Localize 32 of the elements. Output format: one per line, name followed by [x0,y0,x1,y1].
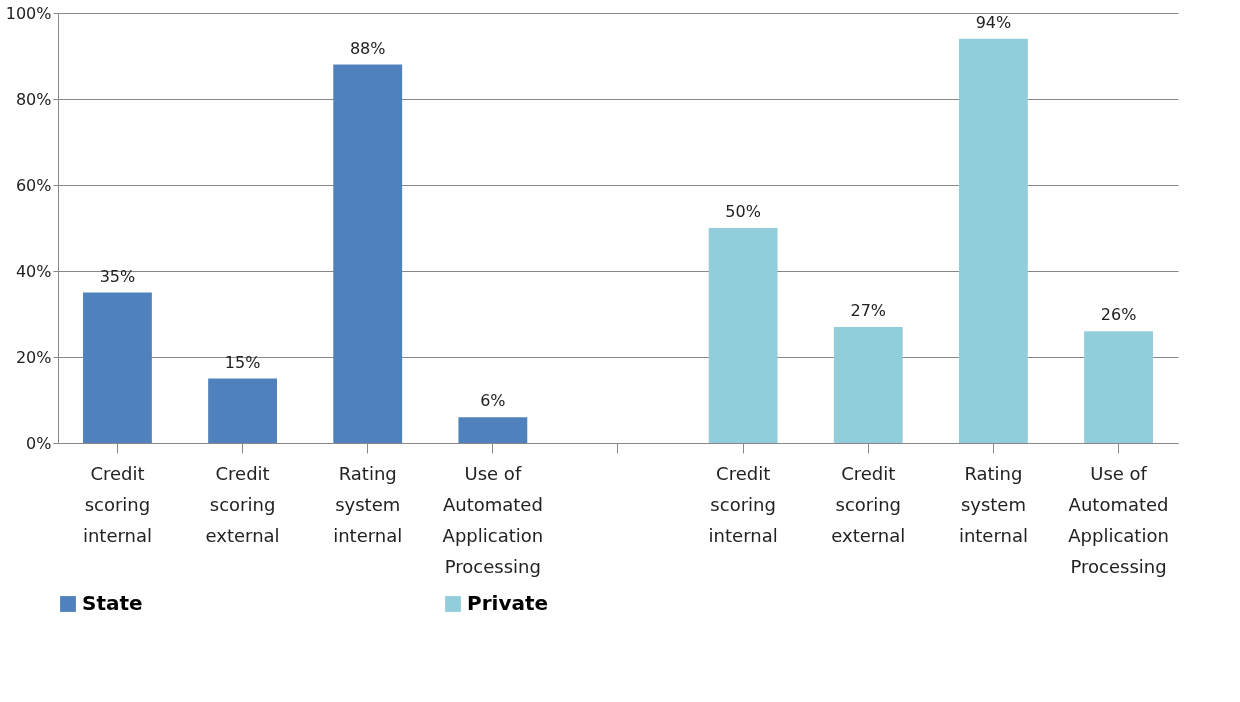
bar [208,378,277,443]
x-tick-label: Credit scoring internal [82,462,152,546]
data-label: 88% [349,38,386,58]
bar [708,228,778,443]
data-label: 50% [725,202,761,221]
data-label: 6% [480,391,506,411]
data-label: 15% [224,352,261,372]
data-label: 35% [99,266,136,286]
x-tick-label: Use of Automated Application Processing [1068,462,1169,577]
legend-label: State [82,591,143,615]
bar [959,38,1028,443]
x-tick-label: Credit scoring external [205,462,280,546]
y-tick-label: 80% [15,89,52,109]
y-tick-label: 40% [15,261,52,281]
bar [1084,331,1153,443]
y-tick-label: 20% [15,347,52,367]
bar [833,326,903,443]
data-label: 94% [975,12,1012,32]
x-tick-label: Rating system internal [333,462,403,546]
x-tick-label: Credit scoring external [831,462,906,546]
y-tick-label: 100% [5,3,52,23]
x-tick-label: Rating system internal [958,462,1028,546]
bar [83,292,152,443]
x-tick-label: Use of Automated Application Processing [442,462,544,577]
bar [333,64,403,443]
y-tick-label: 60% [15,175,52,195]
x-tick-label: Credit scoring internal [708,462,778,546]
data-label: 27% [850,300,887,320]
data-label: 26% [1100,305,1137,325]
y-tick-label: 0% [26,433,52,453]
bar [458,417,528,443]
legend-label: Private [467,591,549,615]
